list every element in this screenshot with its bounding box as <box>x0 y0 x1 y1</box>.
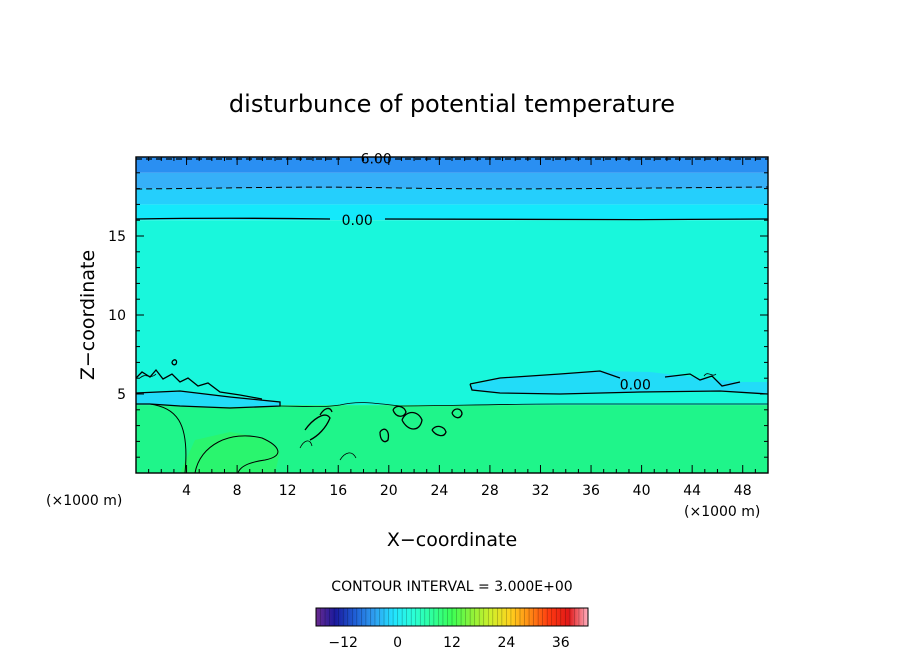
contour-zero-mid <box>469 370 768 395</box>
field-band-2 <box>136 188 768 205</box>
y-axis-ticks: 5 10 15 <box>108 172 768 458</box>
y-axis-label: Z−coordinate <box>77 250 99 380</box>
x-tick-label: 8 <box>233 483 242 499</box>
x-tick-label: 20 <box>380 483 398 499</box>
y-tick-label: 10 <box>108 308 126 324</box>
x-axis-label: X−coordinate <box>387 529 517 551</box>
contour-lines <box>136 158 768 473</box>
chart-title: disturbunce of potential temperature <box>229 90 675 118</box>
colorbar: −12 0 12 24 36 <box>315 607 589 651</box>
colorbar-cells <box>320 608 584 626</box>
contour-label-1: 0.00 <box>342 213 373 229</box>
x-axis-unit-right: (×1000 m) <box>684 504 760 520</box>
contour-zero-left-wiggle <box>136 368 263 400</box>
x-tick-label: 4 <box>182 483 191 499</box>
x-tick-label: 28 <box>481 483 499 499</box>
x-tick-label: 24 <box>430 483 448 499</box>
x-tick-label: 16 <box>329 483 347 499</box>
x-axis-unit-left: (×1000 m) <box>46 493 122 509</box>
contour-zero-upper <box>136 217 768 221</box>
contour-label-2: 0.00 <box>620 378 651 394</box>
field-band-0 <box>136 157 768 173</box>
plot-area <box>136 157 768 473</box>
field-band-1 <box>136 172 768 189</box>
y-tick-label: 15 <box>108 229 126 245</box>
midlevel-cold-lens <box>470 371 768 394</box>
x-tick-label: 36 <box>582 483 600 499</box>
x-tick-label: 12 <box>279 483 297 499</box>
contour-small-wiggles <box>139 373 717 461</box>
colorbar-tick-label: −12 <box>328 635 358 651</box>
field-band-3 <box>136 204 768 221</box>
x-tick-label: 44 <box>683 483 701 499</box>
colorbar-gradient <box>315 607 589 627</box>
colorbar-ticks: −12 0 12 24 36 <box>328 635 569 651</box>
colorbar-tick-label: 12 <box>443 635 461 651</box>
warm-low-region <box>180 432 280 473</box>
contour-blobs <box>171 359 463 443</box>
colorbar-tick-label: 24 <box>497 635 515 651</box>
x-axis-ticks: 4 8 12 16 20 24 28 32 36 40 44 48 <box>148 157 756 499</box>
contour-interval-text: CONTOUR INTERVAL = 3.000E+00 <box>331 579 572 595</box>
contour-dashed-upper <box>136 186 768 190</box>
x-tick-label: 40 <box>633 483 651 499</box>
colorbar-tick-label: 0 <box>393 635 402 651</box>
field-bands <box>136 157 768 473</box>
colorbar-tick-label: 36 <box>552 635 570 651</box>
y-tick-label: 5 <box>117 387 126 403</box>
contour-inner-warm <box>194 435 279 473</box>
x-tick-label: 32 <box>532 483 550 499</box>
contour-surface-mid <box>279 402 768 408</box>
x-tick-label: 48 <box>734 483 752 499</box>
low-level-cold-lens <box>136 392 280 407</box>
contour-inner-left <box>149 403 187 473</box>
